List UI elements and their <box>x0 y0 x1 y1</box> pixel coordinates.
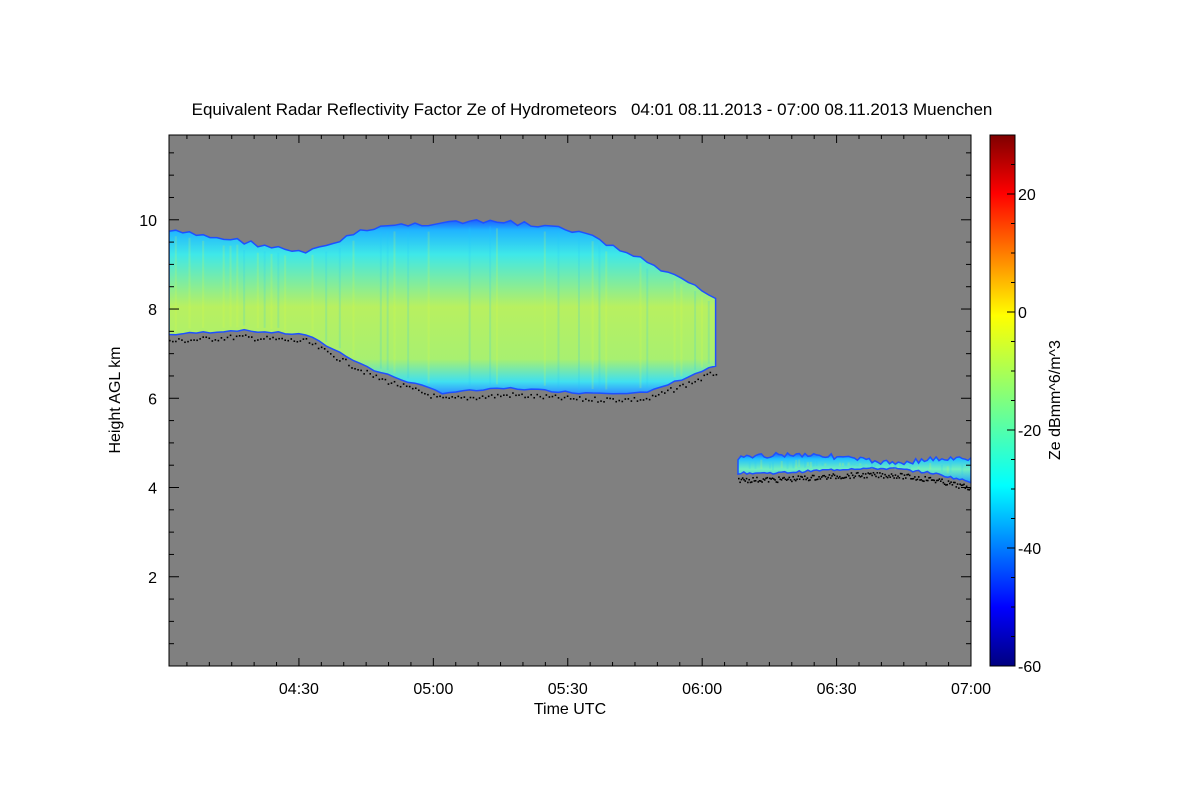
x-tick-label: 04:30 <box>279 681 319 698</box>
lower-cloud-base-markers <box>738 471 971 491</box>
y-axis-label: Height AGL km <box>107 346 124 453</box>
colorbar-tick-label: -40 <box>1018 541 1041 558</box>
y-tick-label: 6 <box>148 391 157 408</box>
y-tick-label: 2 <box>148 570 157 587</box>
colorbar-tick-label: 20 <box>1018 187 1036 204</box>
x-tick-label: 05:00 <box>413 681 453 698</box>
x-tick-label: 05:30 <box>548 681 588 698</box>
chart-title: Equivalent Radar Reflectivity Factor Ze … <box>192 100 993 119</box>
lower-cloud-texture <box>748 459 964 476</box>
plot-frame <box>168 134 972 667</box>
upper-cloud-base-markers <box>169 334 718 403</box>
cloud-layers <box>169 219 971 484</box>
colorbar <box>989 134 1016 667</box>
x-tick-label: 06:00 <box>682 681 722 698</box>
x-axis: 04:30 05:00 05:30 06:00 06:30 07:00 <box>186 135 991 698</box>
colorbar-tick-label: -20 <box>1018 423 1041 440</box>
y-axis: 2 4 6 8 10 <box>139 152 971 667</box>
colorbar-axis: -60 -40 -20 0 20 <box>1007 134 1041 676</box>
x-tick-label: 07:00 <box>951 681 991 698</box>
x-axis-label: Time UTC <box>534 701 606 718</box>
colorbar-tick-label: 0 <box>1018 305 1027 322</box>
plot-background <box>169 135 971 666</box>
lower-cloud <box>737 451 971 484</box>
y-tick-label: 4 <box>148 481 157 498</box>
y-tick-label: 8 <box>148 302 157 319</box>
x-tick-label: 06:30 <box>817 681 857 698</box>
colorbar-tick-label: -60 <box>1018 659 1041 676</box>
y-tick-label: 10 <box>139 213 157 230</box>
colorbar-label: Ze dBmm^6/m^3 <box>1047 340 1064 460</box>
upper-cloud-texture <box>174 226 710 390</box>
cloud-base-markers <box>169 334 971 491</box>
upper-cloud <box>169 219 717 395</box>
